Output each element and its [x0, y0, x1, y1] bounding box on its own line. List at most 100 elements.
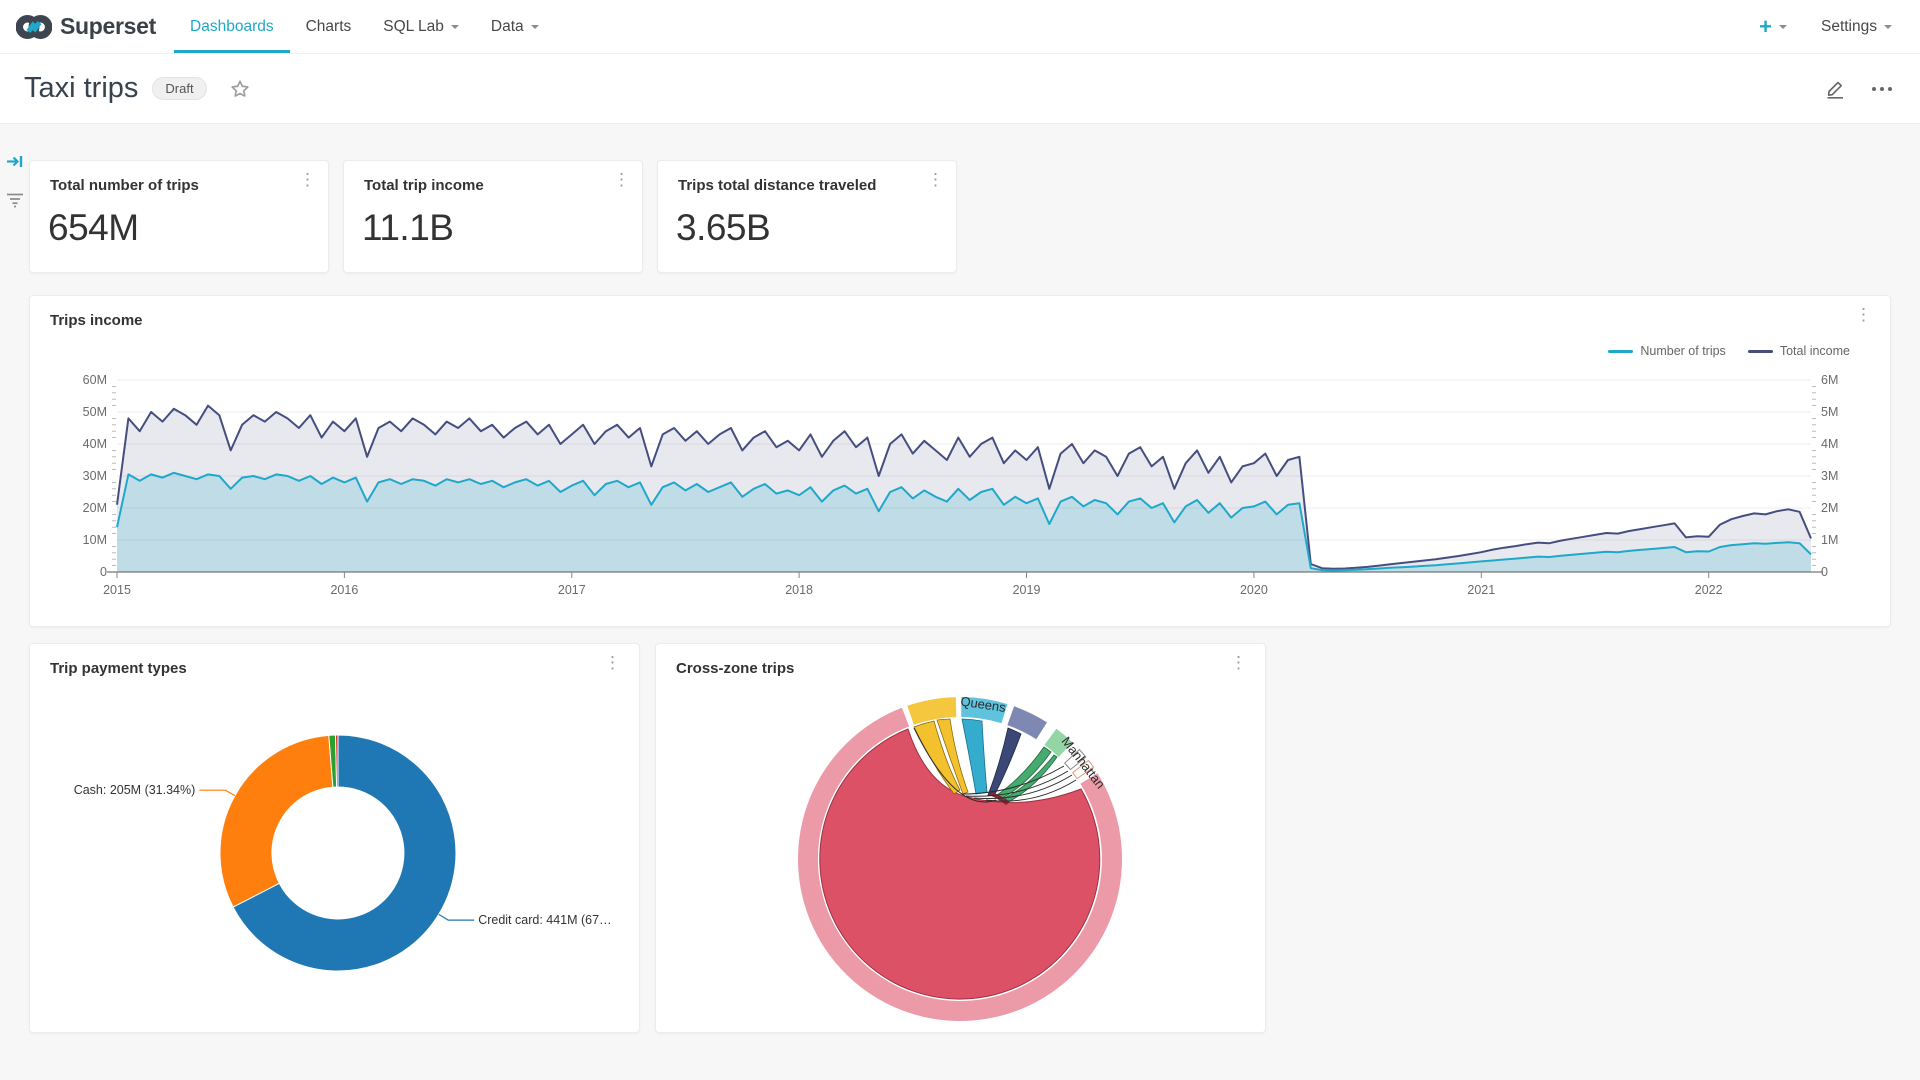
payment-types-donut-chart[interactable]: Credit card: 441M (67… Cash: 205M (31.34%…	[30, 644, 641, 1034]
legend-label: Total income	[1779, 344, 1850, 358]
y-axis-right-tick: 0	[1821, 565, 1828, 579]
chord-thin-flow	[913, 727, 997, 803]
page-title: Taxi trips	[24, 72, 139, 104]
dashboard-header: Taxi trips Draft	[0, 54, 1920, 124]
kpi-title: Trips total distance traveled	[678, 177, 877, 194]
edit-pencil-icon[interactable]	[1825, 78, 1846, 99]
nav-item-data[interactable]: Data	[475, 0, 555, 53]
nav-item-charts[interactable]: Charts	[290, 0, 368, 53]
cross-zone-card: Cross-zone trips ⋮ Queens Manhattan	[655, 643, 1266, 1033]
y-axis-left-tick: 50M	[83, 405, 107, 419]
chord-ribbon	[936, 718, 969, 795]
chord-zone-label: Queens	[960, 693, 1008, 715]
chord-thin-flow	[973, 774, 1073, 799]
superset-logo[interactable]: Superset	[0, 0, 174, 53]
kebab-menu-icon[interactable]: ⋮	[299, 170, 316, 189]
kpi-value: 11.1B	[362, 207, 454, 248]
y-axis-right-tick: 6M	[1821, 373, 1838, 387]
kpi-value: 3.65B	[676, 207, 771, 248]
nav-item-dashboards[interactable]: Dashboards	[174, 0, 290, 53]
y-axis-left-tick: 20M	[83, 501, 107, 515]
series-area	[117, 472, 1811, 572]
kebab-menu-icon[interactable]: ⋮	[1230, 653, 1247, 672]
kpi-value: 654M	[48, 207, 139, 248]
x-axis-tick: 2016	[330, 583, 358, 597]
kebab-menu-icon[interactable]: ⋮	[927, 170, 944, 189]
pie-callout-label: Cash: 205M (31.34%)	[74, 783, 196, 797]
expand-filter-bar-icon[interactable]	[6, 154, 24, 174]
y-axis-left-tick: 40M	[83, 437, 107, 451]
y-axis-left-tick: 10M	[83, 533, 107, 547]
x-axis-tick: 2019	[1013, 583, 1041, 597]
y-axis-left-tick: 0	[100, 565, 107, 579]
y-axis-right-tick: 3M	[1821, 469, 1838, 483]
kpi-title: Total number of trips	[50, 177, 199, 194]
chevron-down-icon	[450, 24, 459, 33]
legend-label: Number of trips	[1640, 344, 1726, 358]
series-line	[116, 404, 1812, 570]
nav-item-label: Data	[490, 17, 524, 35]
y-axis-right-tick: 4M	[1821, 437, 1838, 451]
favorite-star-icon[interactable]	[229, 78, 251, 100]
series-line	[116, 471, 1812, 572]
y-axis-right-tick: 1M	[1821, 533, 1838, 547]
nav-item-label: Dashboards	[190, 17, 274, 35]
x-axis-tick: 2022	[1695, 583, 1723, 597]
brand-name: Superset	[60, 13, 157, 39]
kpi-card-distance: Trips total distance traveled ⋮ 3.65B	[657, 160, 957, 273]
header-actions	[1825, 78, 1892, 99]
x-axis-tick: 2018	[785, 583, 813, 597]
chevron-down-icon	[1778, 24, 1787, 33]
nav-item-sql-lab[interactable]: SQL Lab	[367, 0, 475, 53]
more-menu-icon[interactable]	[1872, 86, 1892, 91]
pie-slice	[232, 734, 457, 972]
infinity-logo-icon	[16, 14, 52, 39]
x-axis-tick: 2020	[1240, 583, 1268, 597]
payment-types-card: Trip payment types ⋮ Credit card: 441M (…	[29, 643, 640, 1033]
chord-segment	[1007, 706, 1047, 740]
chord-ribbon	[961, 718, 988, 795]
kpi-card-total-trips: Total number of trips ⋮ 654M	[29, 160, 329, 273]
filter-list-icon[interactable]	[6, 192, 24, 213]
y-axis-right-tick: 5M	[1821, 405, 1838, 419]
y-axis-left-tick: 60M	[83, 373, 107, 387]
nav-right-group: + Settings	[1759, 0, 1920, 53]
x-axis-tick: 2017	[558, 583, 586, 597]
x-axis-tick: 2015	[103, 583, 131, 597]
filter-rail	[0, 124, 30, 324]
legend-item[interactable]: Total income	[1747, 344, 1850, 358]
pie-slice	[334, 734, 339, 788]
chord-ribbon	[1004, 754, 1058, 803]
kebab-menu-icon[interactable]: ⋮	[1855, 305, 1872, 324]
series-area	[117, 405, 1811, 572]
chord-thin-flow	[965, 770, 1069, 797]
chord-segment	[961, 697, 1008, 724]
kpi-card-trip-income: Total trip income ⋮ 11.1B	[343, 160, 643, 273]
new-item-button[interactable]: +	[1759, 13, 1787, 39]
status-badge: Draft	[152, 77, 207, 100]
chevron-down-icon	[530, 24, 539, 33]
plus-icon: +	[1759, 13, 1772, 39]
pie-callout-label: Credit card: 441M (67…	[478, 913, 611, 927]
nav-menu: Dashboards Charts SQL Lab Data	[174, 0, 555, 53]
kebab-menu-icon[interactable]: ⋮	[613, 170, 630, 189]
chart-title: Trips income	[50, 312, 143, 329]
kpi-title: Total trip income	[364, 177, 484, 194]
chart-legend: Number of trips Total income	[1608, 344, 1850, 358]
y-axis-left-tick: 30M	[83, 469, 107, 483]
chord-segment	[1063, 748, 1087, 771]
settings-menu[interactable]: Settings	[1821, 18, 1892, 36]
chord-segment	[907, 697, 957, 725]
legend-mark	[1747, 349, 1773, 353]
pie-slice	[219, 734, 334, 908]
kebab-menu-icon[interactable]: ⋮	[604, 653, 621, 672]
trips-income-chart[interactable]: 60M 6M 50M 5M 40M 4M 30M 3M 20M 2M 10M 1M 0 0 2015 2016…	[30, 296, 1892, 628]
legend-item[interactable]: Number of trips	[1608, 344, 1726, 358]
x-axis-tick: 2021	[1467, 583, 1495, 597]
chord-ribbon	[987, 727, 1022, 797]
nav-item-label: Charts	[305, 17, 352, 35]
y-axis-right-tick: 2M	[1821, 501, 1838, 515]
chord-thin-flow	[985, 779, 1077, 802]
